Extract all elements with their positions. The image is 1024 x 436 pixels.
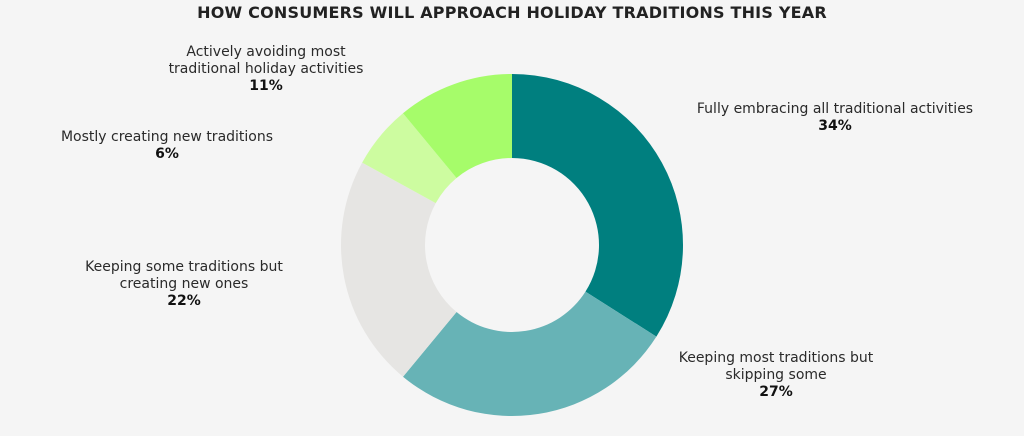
- slice-label-keeping-most: Keeping most traditions but skipping som…: [664, 350, 888, 401]
- donut-slice-4: [403, 74, 512, 178]
- slice-label-text: Mostly creating new traditions: [60, 129, 274, 145]
- slice-label-text: Actively avoiding most traditional holid…: [168, 44, 364, 77]
- slice-label-value: 6%: [155, 146, 179, 162]
- slice-label-value: 27%: [759, 384, 793, 400]
- slice-label-text: Keeping most traditions but skipping som…: [678, 350, 874, 383]
- slice-label-value: 22%: [167, 293, 201, 309]
- slice-label-fully-embracing: Fully embracing all traditional activiti…: [676, 101, 994, 135]
- slice-label-mostly-new: Mostly creating new traditions 6%: [40, 129, 294, 163]
- donut-slice-1: [403, 291, 657, 416]
- slice-label-value: 11%: [249, 78, 283, 94]
- slice-label-keeping-some: Keeping some traditions but creating new…: [66, 259, 302, 310]
- slice-label-text: Fully embracing all traditional activiti…: [696, 101, 974, 117]
- donut-slice-2: [341, 162, 457, 377]
- slice-label-actively-avoiding: Actively avoiding most traditional holid…: [150, 44, 382, 95]
- slice-label-text: Keeping some traditions but creating new…: [85, 259, 283, 292]
- donut-slice-0: [512, 74, 683, 337]
- chart-title: HOW CONSUMERS WILL APPROACH HOLIDAY TRAD…: [197, 3, 827, 22]
- slice-label-value: 34%: [818, 118, 852, 134]
- donut-slice-3: [362, 113, 457, 204]
